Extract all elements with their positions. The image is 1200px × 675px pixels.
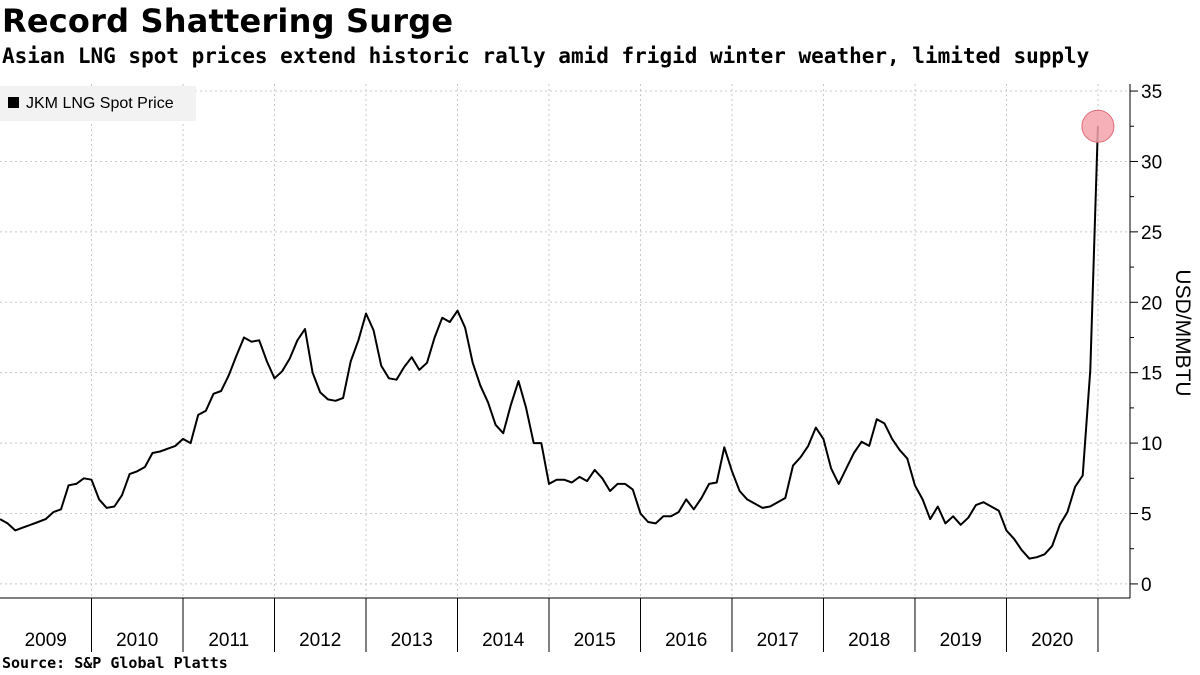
legend: JKM LNG Spot Price [0,86,196,121]
x-tick-label: 2012 [299,630,341,651]
x-tick-label: 2016 [665,630,707,651]
y-tick-label: 20 [1141,293,1162,314]
x-tick-label: 2020 [1031,630,1073,651]
x-tick-label: 2013 [391,630,433,651]
latest-value-marker [1081,109,1115,143]
y-tick-label: 5 [1141,505,1152,526]
x-tick-label: 2018 [848,630,890,651]
y-tick-label: 30 [1141,152,1162,173]
x-tick-label: 2011 [208,630,249,651]
x-tick-label: 2019 [940,630,982,651]
x-tick-label: 2014 [482,630,525,651]
x-tick-label: 2009 [25,630,67,651]
x-tick-label: 2010 [116,630,158,651]
marker-layer [1081,109,1115,143]
gridlines [0,84,1130,598]
y-axis-label: USD/MMBTU [1171,269,1194,396]
axes: 0 5 10 15 20 25 30 35 2009 2010 2011 2012 2013 2014 20… [0,82,1162,652]
y-tick-label: 35 [1141,82,1162,103]
chart-title: Record Shattering Surge [2,2,454,40]
y-tick-label: 10 [1141,434,1162,455]
legend-label: JKM LNG Spot Price [26,95,174,112]
y-tick-label: 15 [1141,364,1162,385]
source-note: Source: S&P Global Platts [2,654,228,672]
legend-background [0,86,196,121]
x-tick-label: 2015 [574,630,616,651]
series-layer [0,126,1099,560]
y-tick-label: 25 [1141,223,1162,244]
chart-subtitle: Asian LNG spot prices extend historic ra… [2,44,1090,68]
legend-swatch [8,97,19,108]
series-line-jkm [0,126,1099,560]
y-tick-label: 0 [1141,575,1152,596]
x-tick-label: 2017 [757,630,799,651]
